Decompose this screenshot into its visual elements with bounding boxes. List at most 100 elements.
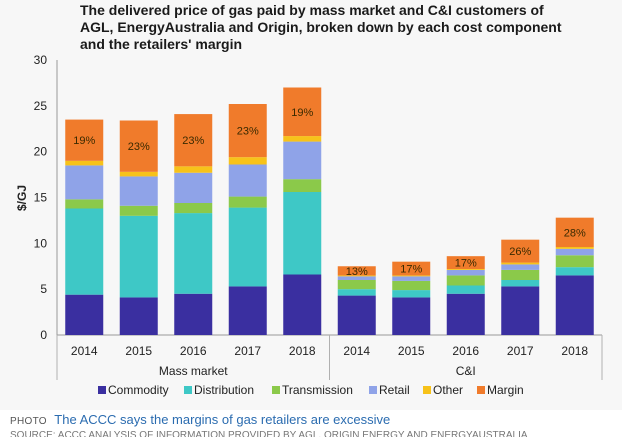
y-tick-label: 25 xyxy=(34,99,48,113)
bar-segment-other xyxy=(555,247,594,249)
bar-stack xyxy=(65,119,104,335)
bar-segment-transmission xyxy=(392,280,431,291)
chart-title: The delivered price of gas paid by mass … xyxy=(80,2,562,52)
margin-percent-label: 17% xyxy=(400,264,422,276)
legend-item-other: Other xyxy=(423,383,463,397)
bar-segment-margin xyxy=(446,256,485,269)
margin-percent-label: 19% xyxy=(291,107,313,119)
group-label: C&I xyxy=(456,364,476,378)
bar-segment-other xyxy=(446,269,485,270)
bar-segment-transmission xyxy=(174,203,213,214)
bar-segment-retail xyxy=(392,276,431,281)
margin-percent-label: 19% xyxy=(73,135,95,147)
bar-segment-transmission xyxy=(228,196,267,208)
bars xyxy=(65,87,594,335)
legend-swatch xyxy=(477,386,485,394)
bar-segment-commodity xyxy=(119,297,158,335)
bar-segment-transmission xyxy=(555,255,594,268)
bar-segment-commodity xyxy=(174,293,213,335)
legend-item-commodity: Commodity xyxy=(98,383,169,397)
bar-segment-retail xyxy=(501,264,540,270)
bar-segment-other xyxy=(283,136,322,142)
bar-segment-margin xyxy=(65,119,104,161)
title-line-3: and the retailers' margin xyxy=(80,36,242,52)
bar-segment-margin xyxy=(337,266,376,276)
bar-stack xyxy=(501,239,540,335)
legend: Commodity Distribution Transmission Retail O… xyxy=(98,383,524,397)
bar-segment-margin xyxy=(119,120,158,172)
bar-segment-distribution xyxy=(228,207,267,287)
x-tick-label: 2016 xyxy=(180,344,207,358)
bar-segment-distribution xyxy=(65,208,104,295)
x-axis: 2014 2015 2016 2017 2018 Mass market 2014 2015 2… xyxy=(56,335,603,380)
margin-percent-label: 23% xyxy=(182,135,204,147)
bar-segment-other xyxy=(337,275,376,277)
bar-segment-other xyxy=(119,171,158,177)
legend-swatch xyxy=(98,386,106,394)
caption-prefix: PHOTO xyxy=(10,416,47,427)
bar-segment-retail xyxy=(119,176,158,206)
x-tick-label: 2014 xyxy=(343,344,370,358)
bar-segment-other xyxy=(65,160,104,166)
title-line-2: AGL, EnergyAustralia and Origin, broken … xyxy=(80,19,562,35)
margin-labels: 19% 23% 23% 23% 19% 13% 17% 17% 26% 28% xyxy=(73,107,586,278)
x-tick-label: 2015 xyxy=(125,344,152,358)
bar-segment-retail xyxy=(228,164,267,197)
x-tick-label: 2016 xyxy=(452,344,479,358)
legend-swatch xyxy=(369,386,377,394)
legend-item-transmission: Transmission xyxy=(272,383,353,397)
bar-segment-distribution xyxy=(337,289,376,296)
bar-stack xyxy=(174,114,213,335)
margin-percent-label: 23% xyxy=(128,141,150,153)
legend-item-margin: Margin xyxy=(477,383,524,397)
caption-link[interactable]: The ACCC says the margins of gas retaile… xyxy=(54,412,391,427)
legend-label: Retail xyxy=(379,383,410,397)
bar-segment-retail xyxy=(174,172,213,203)
bar-segment-retail xyxy=(446,269,485,276)
legend-swatch xyxy=(184,386,192,394)
bar-segment-distribution xyxy=(446,285,485,294)
bar-segment-retail xyxy=(283,141,322,180)
bar-segment-retail xyxy=(555,248,594,256)
bar-segment-transmission xyxy=(501,269,540,280)
stacked-bar-chart: The delivered price of gas paid by mass … xyxy=(15,2,603,397)
bar-segment-transmission xyxy=(283,179,322,192)
bar-segment-retail xyxy=(65,165,104,200)
margin-percent-label: 13% xyxy=(346,266,368,278)
bar-stack xyxy=(555,217,594,335)
legend-label: Distribution xyxy=(194,383,254,397)
bar-segment-distribution xyxy=(174,213,213,294)
y-tick-label: 15 xyxy=(34,191,48,205)
bar-segment-margin xyxy=(501,239,540,263)
y-tick-label: 0 xyxy=(40,328,47,342)
bar-segment-other xyxy=(501,262,540,265)
bar-segment-other xyxy=(392,275,431,277)
bar-stack xyxy=(446,256,485,335)
margin-percent-label: 26% xyxy=(509,246,531,258)
legend-item-retail: Retail xyxy=(369,383,410,397)
bar-segment-margin xyxy=(283,87,322,137)
margin-percent-label: 23% xyxy=(237,126,259,138)
bar-segment-commodity xyxy=(446,293,485,335)
y-tick-label: 5 xyxy=(40,282,47,296)
bar-segment-distribution xyxy=(119,215,158,298)
bar-segment-transmission xyxy=(337,280,376,290)
x-tick-label: 2014 xyxy=(71,344,98,358)
x-tick-label: 2018 xyxy=(289,344,316,358)
margin-percent-label: 17% xyxy=(455,258,477,270)
bar-segment-commodity xyxy=(337,295,376,335)
bar-segment-margin xyxy=(555,217,594,247)
legend-label: Other xyxy=(433,383,463,397)
legend-label: Margin xyxy=(487,383,524,397)
bar-stack xyxy=(392,261,431,335)
bar-segment-distribution xyxy=(555,267,594,276)
bar-stack xyxy=(228,104,267,335)
bar-segment-distribution xyxy=(392,290,431,298)
x-tick-label: 2015 xyxy=(398,344,425,358)
legend-swatch xyxy=(272,386,280,394)
photo-caption: PHOTO The ACCC says the margins of gas r… xyxy=(10,412,618,432)
bar-segment-margin xyxy=(174,114,213,167)
bar-segment-commodity xyxy=(228,286,267,335)
y-tick-label: 20 xyxy=(34,145,48,159)
legend-label: Transmission xyxy=(282,383,353,397)
